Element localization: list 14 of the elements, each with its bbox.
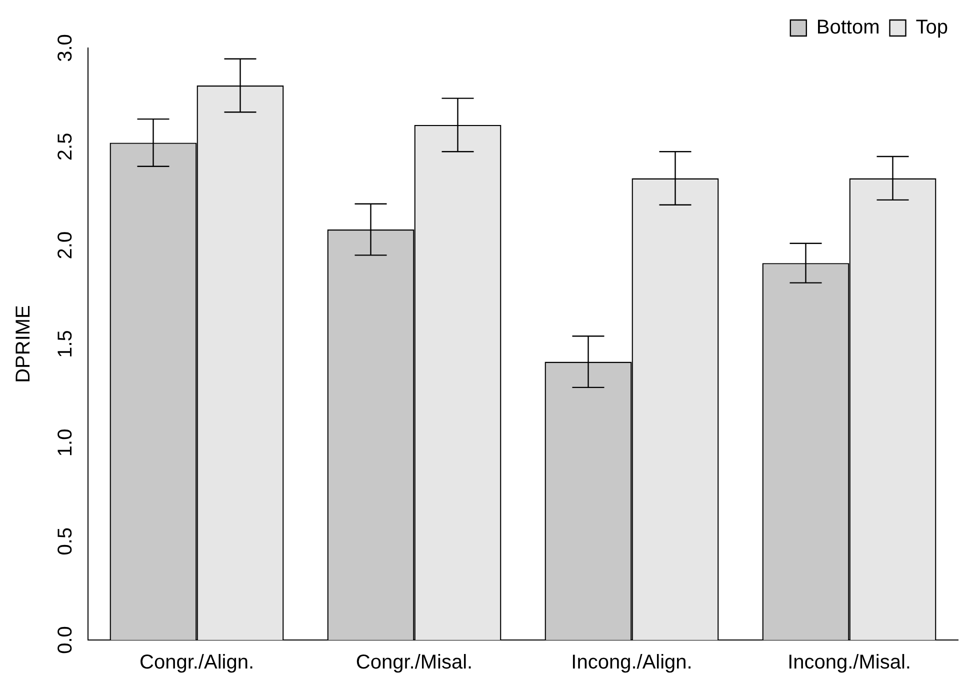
y-tick-label: 0.5	[54, 527, 77, 556]
y-tick-label: 1.0	[54, 428, 77, 457]
y-tick-label: 2.0	[54, 231, 77, 260]
x-tick-label: Incong./Misal.	[788, 652, 911, 674]
y-tick-label: 2.5	[54, 132, 77, 161]
x-tick-label: Congr./Misal.	[356, 652, 473, 674]
y-axis-title: DPRIME	[12, 305, 35, 383]
x-tick-label: Incong./Align.	[571, 652, 692, 674]
y-tick-label: 3.0	[54, 34, 77, 62]
x-tick-label: Congr./Align.	[139, 652, 254, 674]
y-tick-label: 1.5	[54, 330, 77, 358]
legend-label: Bottom	[816, 16, 880, 39]
legend-label: Top	[916, 16, 948, 39]
y-tick-label: 0.0	[54, 626, 77, 654]
